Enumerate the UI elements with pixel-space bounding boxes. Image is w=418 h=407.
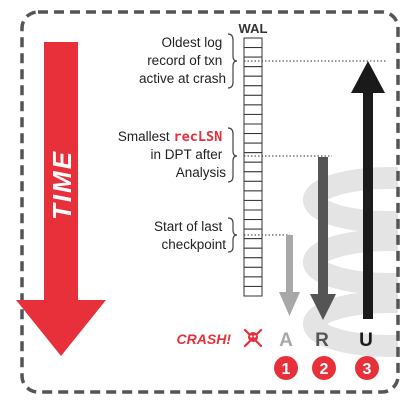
wal-record xyxy=(243,228,263,240)
wal-record xyxy=(243,247,263,259)
wal-record xyxy=(243,190,263,201)
wal-log xyxy=(243,37,263,297)
wal-record xyxy=(243,161,263,173)
analysis-arrow xyxy=(279,235,300,316)
undo-arrow xyxy=(351,61,385,319)
smallest-annotation: Smallest recLSN in DPT after Analysis xyxy=(118,129,226,180)
phase-number-2: 2 xyxy=(320,361,329,378)
dashed-frame xyxy=(20,10,400,394)
wal-record xyxy=(243,56,263,68)
phase-letter-undo: U xyxy=(359,330,373,351)
wal-record xyxy=(243,66,263,77)
phase-letter-redo: R xyxy=(315,330,329,351)
crash-label: CRASH! xyxy=(177,331,232,347)
phase-badge-1 xyxy=(274,356,298,380)
time-arrow xyxy=(16,42,106,356)
wal-record xyxy=(243,180,263,192)
wal-record xyxy=(243,142,263,154)
wal-record xyxy=(243,94,263,106)
wal-record xyxy=(243,37,263,49)
wal-record xyxy=(243,257,263,268)
checkpoint-brace xyxy=(227,217,238,253)
wal-record xyxy=(243,104,263,115)
wal-record xyxy=(243,75,263,87)
redo-arrow xyxy=(310,157,336,320)
wal-record xyxy=(243,219,263,230)
wal-record xyxy=(243,133,263,144)
time-label: TIME xyxy=(47,150,77,220)
wal-record xyxy=(243,171,263,182)
wal-label: WAL xyxy=(239,21,268,36)
phase-badge-2 xyxy=(312,356,336,380)
wal-record xyxy=(243,123,263,135)
phase-number-3: 3 xyxy=(363,361,372,378)
wal-record xyxy=(243,47,263,58)
wal-record xyxy=(243,152,263,163)
smallest-brace xyxy=(227,127,238,183)
phase-number-1: 1 xyxy=(282,361,291,378)
wal-record xyxy=(243,199,263,211)
checkpoint-annotation: Start of last checkpoint xyxy=(154,219,226,252)
wal-record xyxy=(243,209,263,221)
phase-letter-analysis: A xyxy=(279,330,293,351)
phase-badge-3 xyxy=(355,356,379,380)
oldest-brace xyxy=(227,33,238,89)
wal-record xyxy=(243,238,263,249)
wal-record xyxy=(243,85,263,96)
oldest-annotation: Oldest log record of txn active at crash xyxy=(139,35,226,86)
wal-record xyxy=(243,113,263,125)
database-watermark-icon xyxy=(303,167,398,357)
skull-crossbones-icon xyxy=(243,328,263,348)
wal-record xyxy=(243,276,263,287)
wal-record xyxy=(243,266,263,278)
wal-record xyxy=(243,285,263,297)
